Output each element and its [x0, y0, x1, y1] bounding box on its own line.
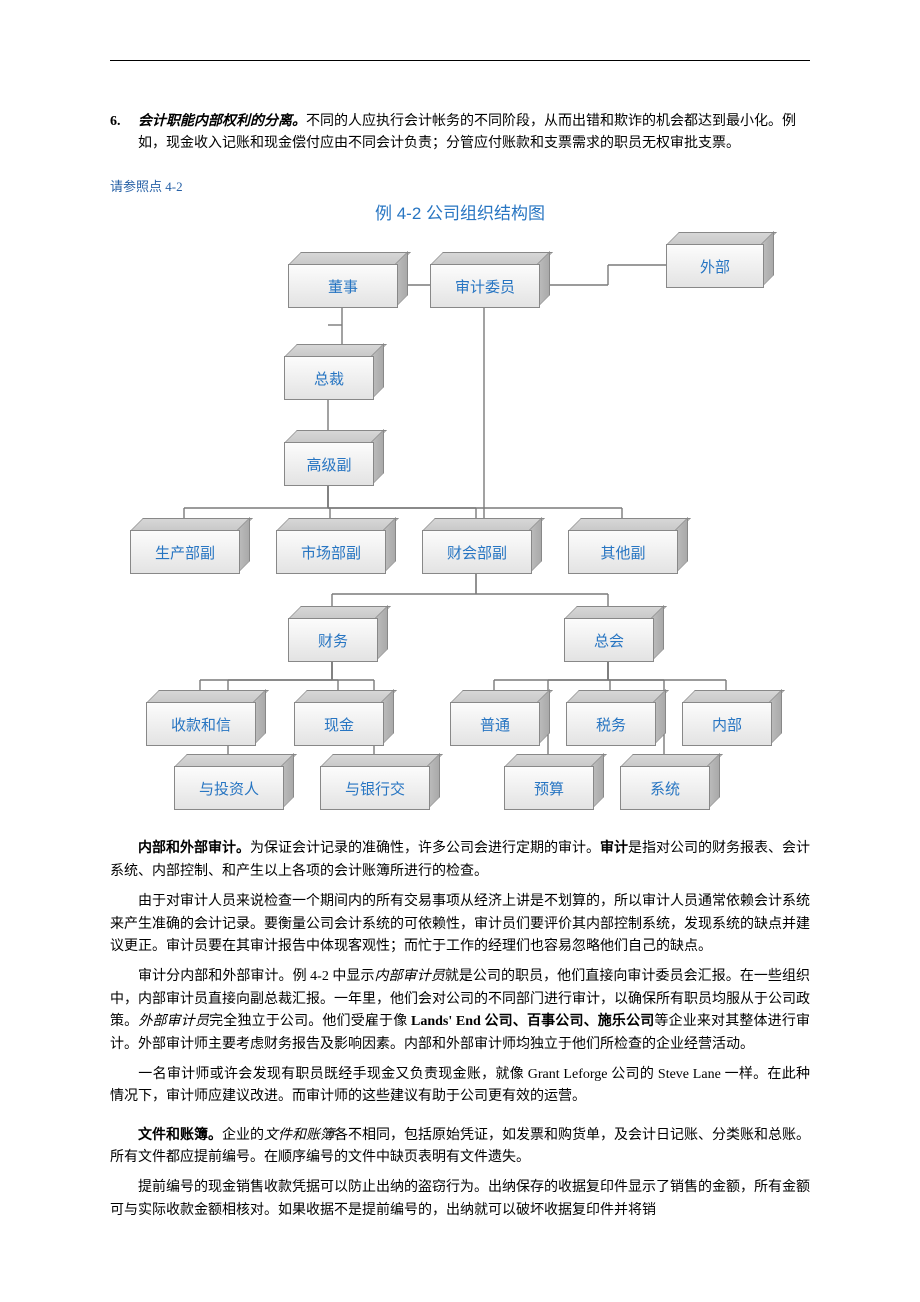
org-box-qita: 其他副 — [568, 530, 676, 572]
reference-note: 请参照点 4-2 — [110, 176, 810, 195]
org-box-label: 预算 — [504, 766, 594, 810]
org-box-label: 高级副 — [284, 442, 374, 486]
org-box-caiwu: 财务 — [288, 618, 376, 660]
org-box-label: 普通 — [450, 702, 540, 746]
org-box-shoukuan: 收款和信 — [146, 702, 254, 744]
org-box-label: 其他副 — [568, 530, 678, 574]
para-lead: 内部和外部审计。 — [138, 841, 250, 856]
org-box-putong: 普通 — [450, 702, 538, 744]
para-audit-intro: 内部和外部审计。为保证会计记录的准确性，许多公司会进行定期的审计。审计是指对公司… — [110, 838, 810, 883]
org-box-shuiwu: 税务 — [566, 702, 654, 744]
org-box-label: 生产部副 — [130, 530, 240, 574]
org-box-label: 现金 — [294, 702, 384, 746]
org-box-dongshi: 董事 — [288, 264, 396, 306]
org-box-label: 市场部副 — [276, 530, 386, 574]
org-box-yusuan: 预算 — [504, 766, 592, 808]
item-lead: 会计职能内部权利的分离。 — [138, 114, 306, 129]
org-box-xitong: 系统 — [620, 766, 708, 808]
org-box-label: 外部 — [666, 244, 764, 288]
org-box-label: 总裁 — [284, 356, 374, 400]
org-box-label: 系统 — [620, 766, 710, 810]
org-box-shenji: 审计委员 — [430, 264, 538, 306]
list-item-6: 6. 会计职能内部权利的分离。不同的人应执行会计帐务的不同阶段，从而出错和欺诈的… — [110, 111, 810, 154]
item-body: 会计职能内部权利的分离。不同的人应执行会计帐务的不同阶段，从而出错和欺诈的机会都… — [138, 111, 810, 154]
org-box-gaoji: 高级副 — [284, 442, 372, 484]
org-box-label: 董事 — [288, 264, 398, 308]
org-box-label: 与投资人 — [174, 766, 284, 810]
org-box-xianjin: 现金 — [294, 702, 382, 744]
org-chart-diagram: 董事审计委员 外部总裁高级副生产部副市场部副财会部副其他副财务 总会收款和信现金 普通… — [110, 244, 810, 814]
para-audit-example: 一名审计师或许会发现有职员既经手现金又负责现金账，就像 Grant Leforg… — [110, 1064, 810, 1109]
org-box-touzi: 与投资人 — [174, 766, 282, 808]
item-number: 6. — [110, 111, 138, 154]
org-box-shengchan: 生产部副 — [130, 530, 238, 572]
org-box-label: 内部 — [682, 702, 772, 746]
para-prenumbered: 提前编号的现金销售收款凭据可以防止出纳的盗窃行为。出纳保存的收据复印件显示了销售… — [110, 1177, 810, 1222]
org-box-label: 审计委员 — [430, 264, 540, 308]
org-box-waibu: 外部 — [666, 244, 762, 286]
org-box-zongcai: 总裁 — [284, 356, 372, 398]
page-top-rule — [110, 60, 810, 61]
org-box-label: 收款和信 — [146, 702, 256, 746]
org-box-label: 财会部副 — [422, 530, 532, 574]
org-box-label: 与银行交 — [320, 766, 430, 810]
para-audit-reliance: 由于对审计人员来说检查一个期间内的所有交易事项从经济上讲是不划算的，所以审计人员… — [110, 891, 810, 958]
para-audit-internal-external: 审计分内部和外部审计。例 4-2 中显示内部审计员就是公司的职员，他们直接向审计… — [110, 966, 810, 1056]
org-box-caikuai: 财会部副 — [422, 530, 530, 572]
figure-title: 例 4-2 公司组织结构图 — [110, 199, 810, 224]
para-documents: 文件和账簿。企业的文件和账簿各不相同，包括原始凭证，如发票和购货单，及会计日记账… — [110, 1125, 810, 1170]
org-box-zonghui: 总会 — [564, 618, 652, 660]
org-box-label: 税务 — [566, 702, 656, 746]
org-box-yinhang: 与银行交 — [320, 766, 428, 808]
org-box-label: 总会 — [564, 618, 654, 662]
org-box-neibu: 内部 — [682, 702, 770, 744]
org-box-shichang: 市场部副 — [276, 530, 384, 572]
org-box-label: 财务 — [288, 618, 378, 662]
